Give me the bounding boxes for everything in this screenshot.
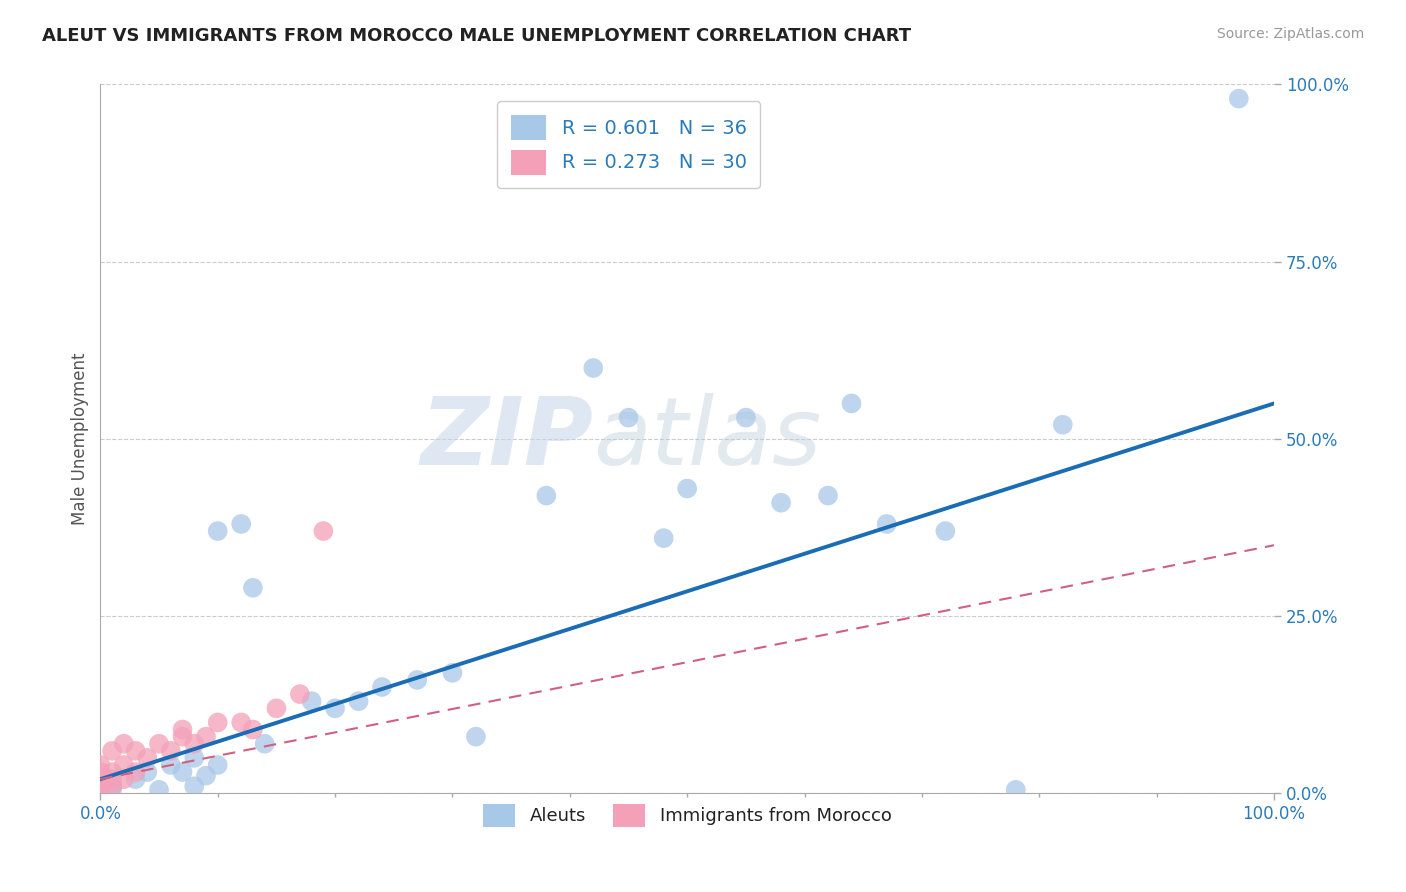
- Text: atlas: atlas: [593, 393, 821, 484]
- Point: [371, 680, 394, 694]
- Point: [841, 396, 863, 410]
- Point: [101, 772, 124, 787]
- Point: [183, 751, 205, 765]
- Point: [159, 758, 181, 772]
- Point: [323, 701, 346, 715]
- Point: [89, 779, 111, 793]
- Point: [312, 524, 335, 538]
- Point: [136, 751, 159, 765]
- Legend: Aleuts, Immigrants from Morocco: Aleuts, Immigrants from Morocco: [475, 797, 898, 834]
- Text: Source: ZipAtlas.com: Source: ZipAtlas.com: [1216, 27, 1364, 41]
- Point: [266, 701, 288, 715]
- Point: [441, 665, 464, 680]
- Point: [347, 694, 370, 708]
- Point: [101, 765, 124, 780]
- Point: [1227, 92, 1250, 106]
- Point: [652, 531, 675, 545]
- Text: ZIP: ZIP: [420, 392, 593, 485]
- Point: [301, 694, 323, 708]
- Point: [101, 779, 124, 793]
- Point: [112, 758, 135, 772]
- Point: [406, 673, 429, 687]
- Point: [124, 744, 146, 758]
- Point: [536, 489, 558, 503]
- Point: [183, 737, 205, 751]
- Point: [89, 758, 111, 772]
- Point: [183, 779, 205, 793]
- Point: [582, 361, 605, 376]
- Y-axis label: Male Unemployment: Male Unemployment: [72, 352, 89, 525]
- Point: [101, 744, 124, 758]
- Point: [734, 410, 756, 425]
- Point: [89, 786, 111, 800]
- Point: [89, 772, 111, 787]
- Point: [934, 524, 956, 538]
- Point: [242, 723, 264, 737]
- Point: [101, 779, 124, 793]
- Point: [253, 737, 276, 751]
- Point: [89, 782, 111, 797]
- Point: [148, 782, 170, 797]
- Point: [112, 772, 135, 787]
- Point: [676, 482, 699, 496]
- Point: [172, 765, 194, 780]
- Point: [231, 516, 253, 531]
- Point: [242, 581, 264, 595]
- Point: [207, 524, 229, 538]
- Point: [617, 410, 640, 425]
- Point: [195, 769, 218, 783]
- Point: [124, 772, 146, 787]
- Point: [207, 758, 229, 772]
- Point: [1052, 417, 1074, 432]
- Point: [231, 715, 253, 730]
- Point: [96, 772, 118, 787]
- Point: [876, 516, 898, 531]
- Point: [464, 730, 486, 744]
- Point: [159, 744, 181, 758]
- Point: [172, 730, 194, 744]
- Point: [817, 489, 839, 503]
- Point: [288, 687, 311, 701]
- Point: [136, 765, 159, 780]
- Point: [89, 765, 111, 780]
- Point: [124, 765, 146, 780]
- Point: [207, 715, 229, 730]
- Point: [172, 723, 194, 737]
- Point: [1004, 782, 1026, 797]
- Point: [148, 737, 170, 751]
- Point: [101, 782, 124, 797]
- Point: [89, 782, 111, 797]
- Point: [112, 737, 135, 751]
- Point: [770, 496, 793, 510]
- Point: [195, 730, 218, 744]
- Text: ALEUT VS IMMIGRANTS FROM MOROCCO MALE UNEMPLOYMENT CORRELATION CHART: ALEUT VS IMMIGRANTS FROM MOROCCO MALE UN…: [42, 27, 911, 45]
